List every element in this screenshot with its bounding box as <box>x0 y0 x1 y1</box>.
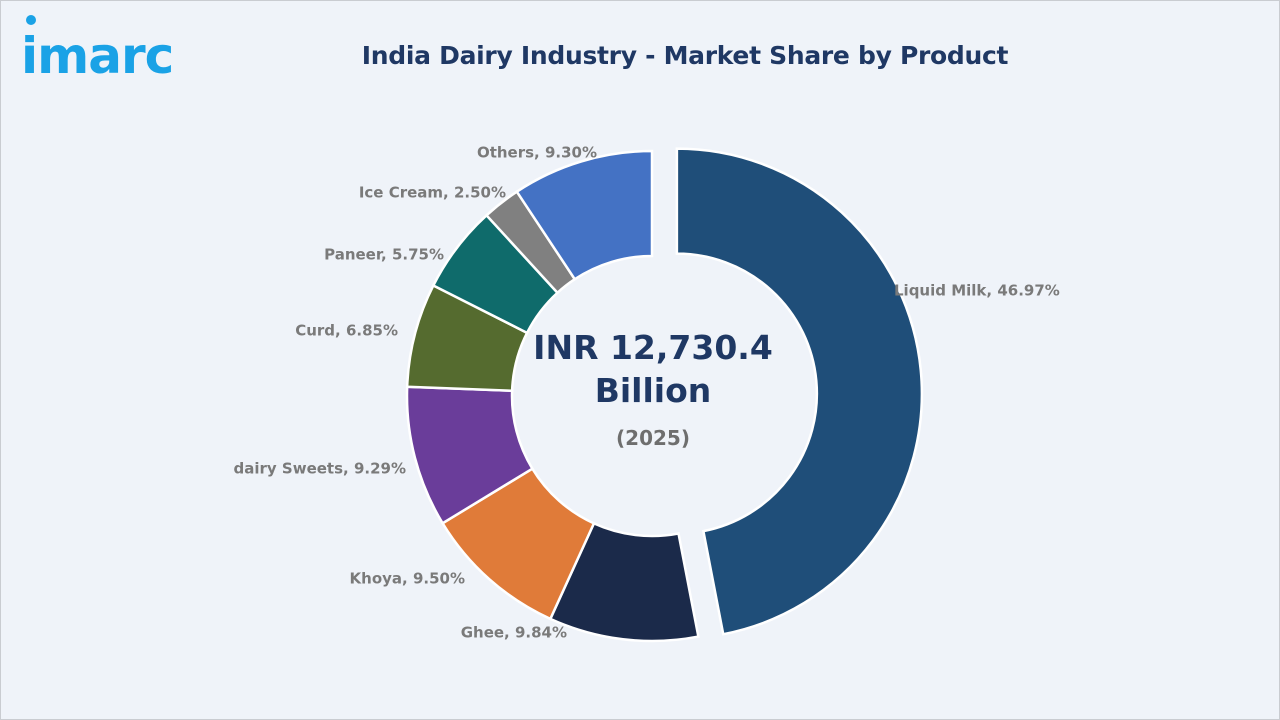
logo-wordmark: imarc <box>21 27 173 83</box>
label-dairy-sweets: dairy Sweets, 9.29% <box>234 460 406 478</box>
label-ghee: Ghee, 9.84% <box>461 624 567 642</box>
center-summary: INR 12,730.4 Billion (2025) <box>533 328 773 450</box>
label-curd: Curd, 6.85% <box>295 322 398 340</box>
slice-labels: Liquid Milk, 46.97% Ghee, 9.84% Khoya, 9.5… <box>234 144 1060 642</box>
imarc-logo: imarc <box>21 15 174 83</box>
slice-liquid-milk <box>675 147 924 636</box>
center-year: (2025) <box>616 426 690 450</box>
label-ice-cream: Ice Cream, 2.50% <box>359 184 506 202</box>
label-others: Others, 9.30% <box>477 144 597 162</box>
logo-dot <box>26 15 36 25</box>
label-khoya: Khoya, 9.50% <box>350 570 465 588</box>
chart-title: India Dairy Industry - Market Share by P… <box>361 41 1009 70</box>
center-total-line1: INR 12,730.4 <box>533 328 773 367</box>
label-paneer: Paneer, 5.75% <box>324 246 444 264</box>
center-total-line2: Billion <box>595 371 712 410</box>
donut-slices <box>405 147 924 643</box>
slice-others <box>515 149 654 281</box>
label-liquid-milk: Liquid Milk, 46.97% <box>894 282 1060 300</box>
